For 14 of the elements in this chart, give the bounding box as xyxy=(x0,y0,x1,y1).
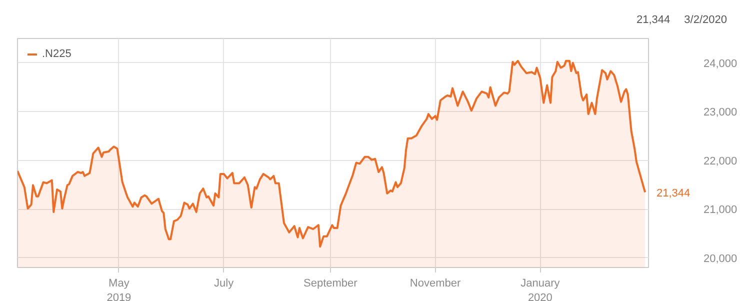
x-tick-label: November xyxy=(410,278,462,290)
legend-label: .N225 xyxy=(42,48,72,60)
x-tick-label: July xyxy=(214,278,234,290)
text: 21,344 xyxy=(636,14,670,26)
x-tick-label: January 2020 xyxy=(520,278,560,301)
x-tick-label: September xyxy=(304,278,358,290)
y-tick-label: 21,000 xyxy=(704,204,738,216)
x-tick-label: May 2019 xyxy=(106,278,132,301)
text: 21,344 xyxy=(656,187,690,200)
text: 3/2/2020 xyxy=(684,14,727,26)
y-tick-label: 24,000 xyxy=(704,58,738,70)
y-tick-label: 22,000 xyxy=(704,155,738,168)
y-tick-label: 23,000 xyxy=(704,106,738,119)
y-tick-label: 20,000 xyxy=(704,252,738,265)
